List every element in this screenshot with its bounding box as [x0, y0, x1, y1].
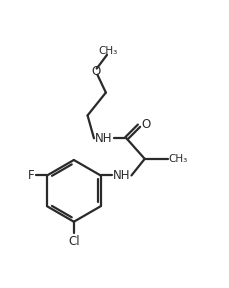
Text: Cl: Cl [68, 235, 79, 248]
Text: NH: NH [94, 132, 112, 145]
Text: CH₃: CH₃ [168, 154, 187, 164]
Text: NH: NH [113, 169, 130, 182]
Text: O: O [141, 118, 150, 131]
Text: F: F [28, 169, 34, 182]
Text: O: O [90, 65, 100, 79]
Text: CH₃: CH₃ [98, 46, 117, 56]
